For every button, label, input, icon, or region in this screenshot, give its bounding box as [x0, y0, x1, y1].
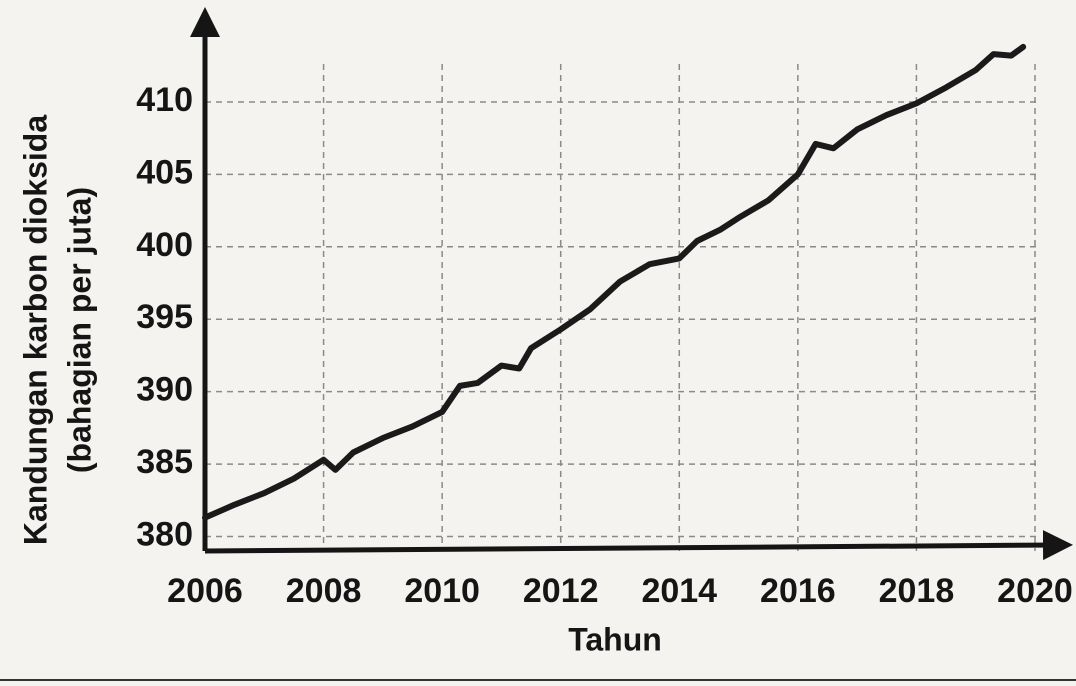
x-tick-label: 2010 [404, 572, 480, 610]
y-tick-label: 410 [136, 81, 193, 119]
x-tick-label: 2008 [286, 572, 362, 610]
x-tick-label: 2020 [997, 572, 1073, 610]
y-tick-label: 390 [136, 371, 193, 409]
x-axis [204, 530, 1073, 561]
y-axis-label: (bahagian per juta) [61, 187, 97, 473]
y-tick-label: 405 [136, 153, 193, 191]
y-tick-label: 380 [136, 515, 193, 553]
x-tick-label: 2016 [760, 572, 836, 610]
x-tick-label: 2006 [167, 572, 243, 610]
x-tick-label: 2014 [641, 572, 717, 610]
y-axis-label: Kandungan karbon dioksida [17, 115, 53, 545]
x-axis-label: Tahun [568, 621, 662, 657]
y-tick-label: 385 [136, 443, 193, 481]
x-tick-label: 2012 [523, 572, 599, 610]
y-tick-label: 395 [136, 298, 193, 336]
x-tick-label: 2018 [879, 572, 955, 610]
y-tick-label: 400 [136, 226, 193, 264]
data-line [202, 43, 1027, 521]
